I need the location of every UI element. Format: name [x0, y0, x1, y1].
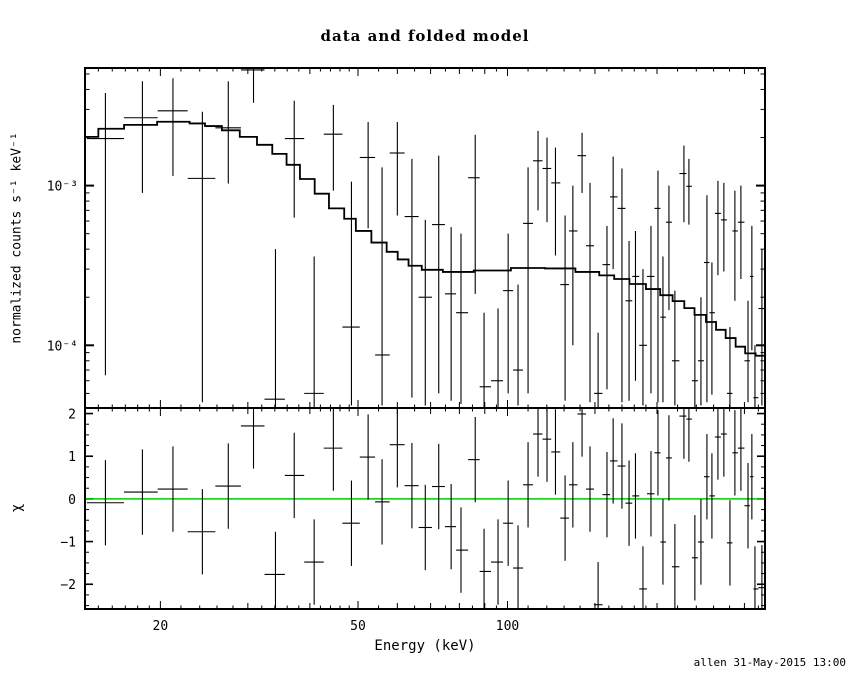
tick-label: 10⁻³ [47, 180, 78, 195]
tick-label: 0 [68, 493, 76, 508]
y-axis-label-chi: χ [9, 503, 25, 513]
tick-labels: 10⁻³ 10⁻⁴ −2 −1 0 1 2 20 50 100 [47, 180, 520, 634]
tick-label: 50 [350, 619, 366, 634]
tick-label: 2 [68, 408, 76, 423]
x-axis-label-energy: Energy (keV) [374, 638, 476, 654]
tick-label: 10⁻⁴ [47, 339, 78, 354]
residual-data-points [86, 408, 765, 609]
folded-model-curve [85, 120, 765, 357]
tick-label: −2 [60, 578, 76, 593]
plot-frame [84, 67, 766, 610]
plot-title: data and folded model [320, 27, 530, 45]
tick-label: −1 [60, 536, 76, 551]
plot-timestamp: allen 31-May-2015 13:00 [693, 656, 846, 669]
tick-label: 20 [153, 619, 169, 634]
tick-label: 100 [496, 619, 519, 634]
y-axis-label-counts: normalized counts s⁻¹ keV⁻¹ [9, 132, 25, 344]
tick-label: 1 [68, 450, 76, 465]
spectrum-data-points [86, 68, 765, 408]
